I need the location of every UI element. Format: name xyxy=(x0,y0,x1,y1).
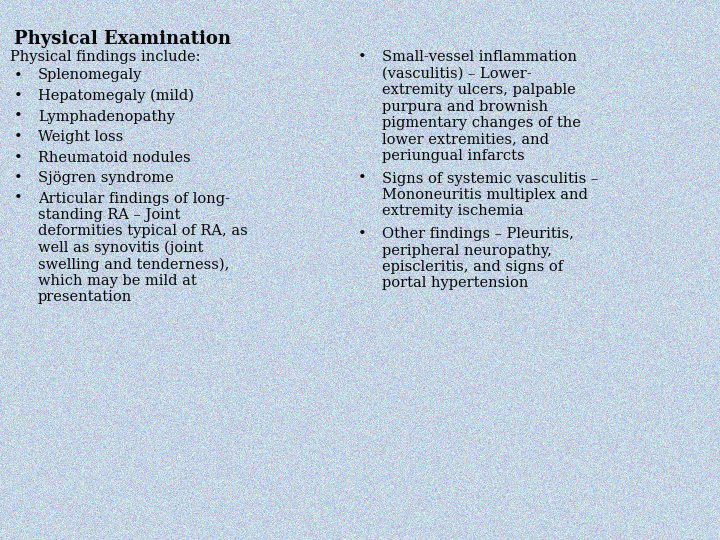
Text: •: • xyxy=(14,130,23,144)
Text: episcleritis, and signs of: episcleritis, and signs of xyxy=(382,260,563,274)
Text: Sjögren syndrome: Sjögren syndrome xyxy=(38,171,174,185)
Text: •: • xyxy=(358,50,366,64)
Text: lower extremities, and: lower extremities, and xyxy=(382,132,549,146)
Text: Physical Examination: Physical Examination xyxy=(14,30,231,48)
Text: Physical findings include:: Physical findings include: xyxy=(10,50,200,64)
Text: peripheral neuropathy,: peripheral neuropathy, xyxy=(382,244,552,258)
Text: •: • xyxy=(14,110,23,124)
Text: •: • xyxy=(14,89,23,103)
Text: swelling and tenderness),: swelling and tenderness), xyxy=(38,258,230,272)
Text: Mononeuritis multiplex and: Mononeuritis multiplex and xyxy=(382,188,588,202)
Text: •: • xyxy=(358,172,366,186)
Text: extremity ulcers, palpable: extremity ulcers, palpable xyxy=(382,83,576,97)
Text: extremity ischemia: extremity ischemia xyxy=(382,205,523,219)
Text: •: • xyxy=(358,227,366,241)
Text: •: • xyxy=(14,69,23,83)
Text: standing RA – Joint: standing RA – Joint xyxy=(38,208,181,222)
Text: •: • xyxy=(14,192,23,206)
Text: Other findings – Pleuritis,: Other findings – Pleuritis, xyxy=(382,227,574,241)
Text: pigmentary changes of the: pigmentary changes of the xyxy=(382,116,581,130)
Text: Small-vessel inflammation: Small-vessel inflammation xyxy=(382,50,577,64)
Text: which may be mild at: which may be mild at xyxy=(38,274,197,288)
Text: •: • xyxy=(14,151,23,165)
Text: deformities typical of RA, as: deformities typical of RA, as xyxy=(38,225,248,239)
Text: Hepatomegaly (mild): Hepatomegaly (mild) xyxy=(38,89,194,103)
Text: Weight loss: Weight loss xyxy=(38,130,123,144)
Text: portal hypertension: portal hypertension xyxy=(382,276,528,291)
Text: (vasculitis) – Lower-: (vasculitis) – Lower- xyxy=(382,66,531,80)
Text: purpura and brownish: purpura and brownish xyxy=(382,99,548,113)
Text: Signs of systemic vasculitis –: Signs of systemic vasculitis – xyxy=(382,172,598,186)
Text: Splenomegaly: Splenomegaly xyxy=(38,69,143,83)
Text: •: • xyxy=(14,171,23,185)
Text: well as synovitis (joint: well as synovitis (joint xyxy=(38,241,203,255)
Text: Lymphadenopathy: Lymphadenopathy xyxy=(38,110,175,124)
Text: presentation: presentation xyxy=(38,291,132,305)
Text: periungual infarcts: periungual infarcts xyxy=(382,149,525,163)
Text: Articular findings of long-: Articular findings of long- xyxy=(38,192,230,206)
Text: Rheumatoid nodules: Rheumatoid nodules xyxy=(38,151,191,165)
